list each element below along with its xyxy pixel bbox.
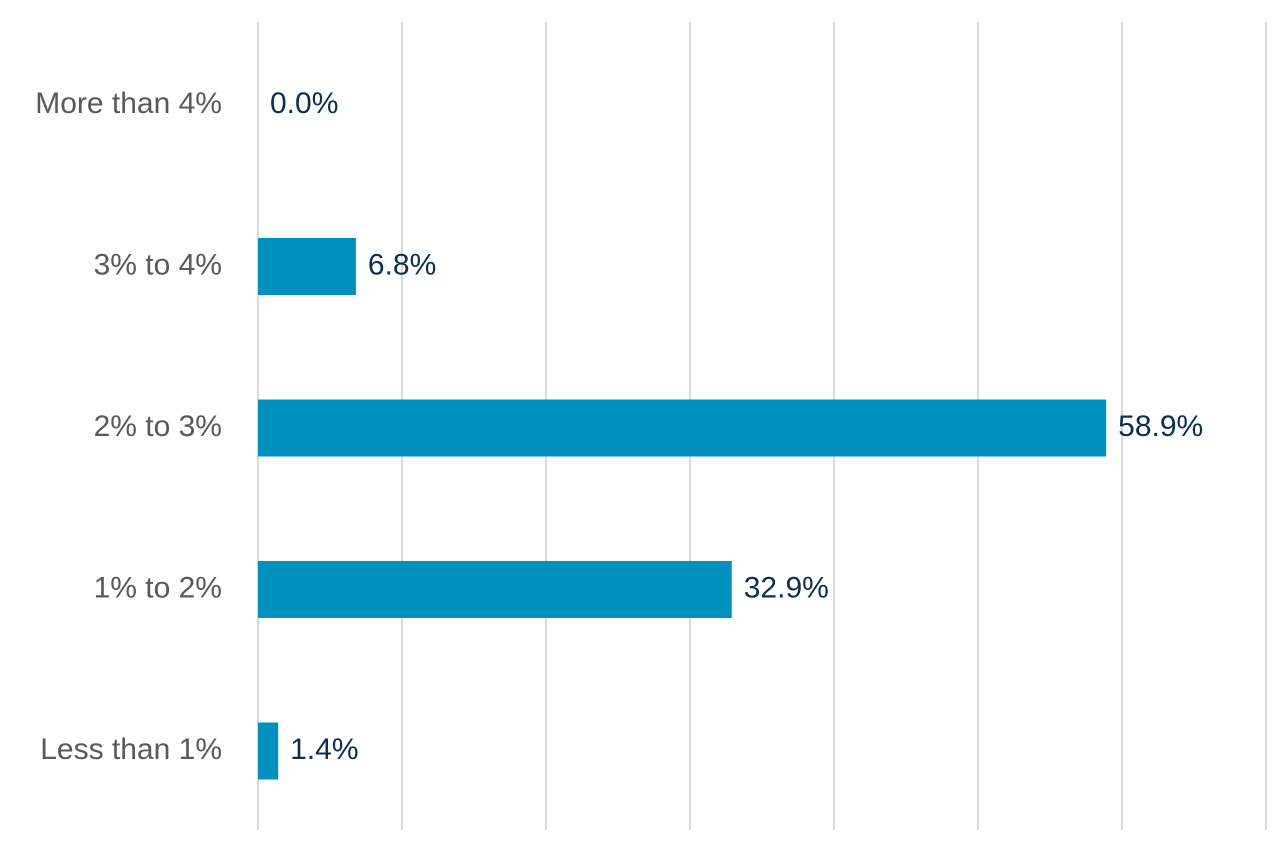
data-label: 0.0% <box>270 87 338 120</box>
data-label: 58.9% <box>1118 410 1203 443</box>
labels: More than 4% 0.0% 3% to 4% 6.8% 2% to 3% 58.9… <box>35 87 1203 766</box>
category-label: Less than 1% <box>40 733 222 766</box>
data-label: 1.4% <box>290 733 358 766</box>
bar <box>258 561 732 618</box>
bar <box>258 722 279 780</box>
data-label: 6.8% <box>368 248 436 281</box>
category-label: 3% to 4% <box>94 248 222 281</box>
bar <box>258 238 356 295</box>
data-label: 32.9% <box>744 571 829 604</box>
category-label: More than 4% <box>35 87 222 120</box>
bars <box>258 238 1107 780</box>
category-label: 1% to 2% <box>94 571 222 604</box>
category-label: 2% to 3% <box>94 410 222 443</box>
bar <box>258 399 1107 457</box>
